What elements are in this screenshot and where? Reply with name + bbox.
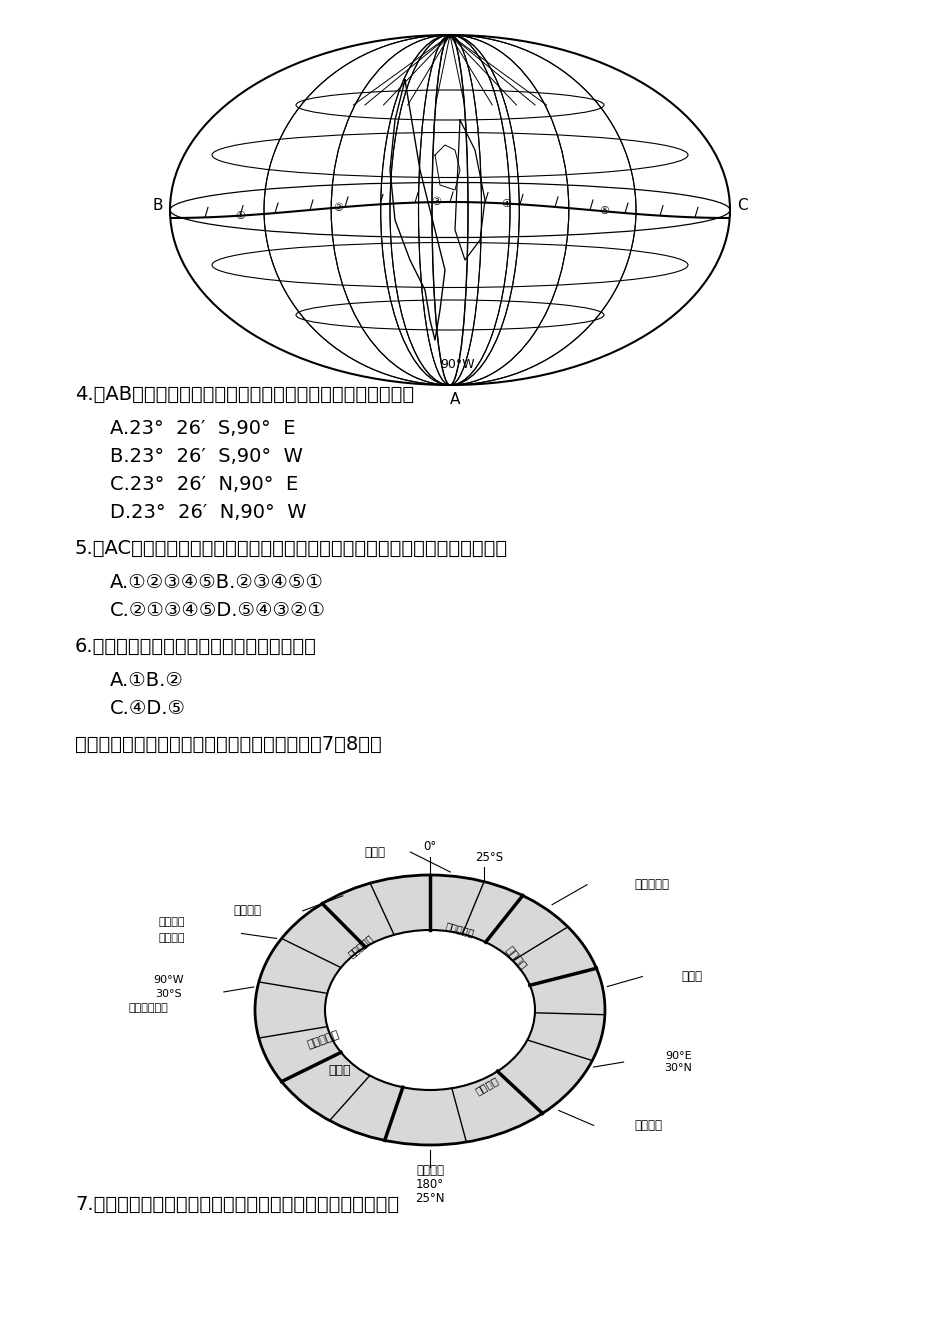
Text: 0°: 0°: [424, 840, 437, 853]
Text: 南美洲板块: 南美洲板块: [445, 921, 475, 938]
Text: 东非大裂谷: 东非大裂谷: [635, 878, 670, 891]
Text: A.23°  26′  S,90°  E: A.23° 26′ S,90° E: [110, 419, 295, 438]
Text: B.23°  26′  S,90°  W: B.23° 26′ S,90° W: [110, 448, 303, 466]
Ellipse shape: [255, 875, 605, 1145]
Text: 7.关于板块接触边界运动状况的叙述，正确的是（）（易错）: 7.关于板块接触边界运动状况的叙述，正确的是（）（易错）: [75, 1195, 399, 1214]
Text: ⑤: ⑤: [599, 206, 609, 216]
Text: B: B: [153, 198, 163, 212]
Text: 洋中脊: 洋中脊: [682, 970, 703, 982]
Text: 90°W: 90°W: [441, 359, 475, 371]
Text: A: A: [449, 392, 460, 407]
Text: 日本海沟: 日本海沟: [416, 1164, 444, 1176]
Text: 欧亚板块: 欧亚板块: [473, 1075, 501, 1097]
Text: 25°N: 25°N: [415, 1192, 445, 1204]
Text: 5.若AC表示晨线，则该时刻各卫星发射基地昼长时间由长到短排序正确的是（）: 5.若AC表示晨线，则该时刻各卫星发射基地昼长时间由长到短排序正确的是（）: [75, 539, 508, 558]
Text: 洋中脊: 洋中脊: [365, 845, 386, 859]
Text: 4.若AB表示晨线，则该时刻太阳直射点的位置是（）（常考）: 4.若AB表示晨线，则该时刻太阳直射点的位置是（）（常考）: [75, 384, 414, 405]
Text: C.②①③④⑤D.⑤④③②①: C.②①③④⑤D.⑤④③②①: [110, 601, 326, 620]
Text: D.23°  26′  N,90°  W: D.23° 26′ N,90° W: [110, 503, 307, 521]
Text: C.④D.⑤: C.④D.⑤: [110, 699, 186, 718]
Text: C: C: [736, 198, 748, 212]
Text: 南大西洋: 南大西洋: [234, 905, 262, 918]
Text: 90°W: 90°W: [154, 974, 184, 985]
Text: 6.下列卫星发射基地自转线速度最小的是（）: 6.下列卫星发射基地自转线速度最小的是（）: [75, 637, 317, 656]
Text: ④: ④: [501, 199, 511, 208]
Text: 90°E
30°N: 90°E 30°N: [665, 1051, 693, 1073]
Text: 太平洋: 太平洋: [329, 1063, 352, 1077]
Text: ①: ①: [235, 211, 245, 220]
Text: 秘鲁海沟: 秘鲁海沟: [159, 934, 185, 943]
Text: 青藏高原: 青藏高原: [635, 1120, 663, 1132]
Text: 太平洋板块: 太平洋板块: [306, 1030, 340, 1051]
Text: ②: ②: [333, 203, 343, 212]
Text: 180°: 180°: [416, 1179, 444, 1192]
Text: C.23°  26′  N,90°  E: C.23° 26′ N,90° E: [110, 474, 298, 495]
Text: 30°S: 30°S: [156, 989, 182, 999]
Text: 下图为世界主要板块接触关系示意图。读图完成7～8题。: 下图为世界主要板块接触关系示意图。读图完成7～8题。: [75, 735, 382, 754]
Text: ③: ③: [431, 198, 441, 207]
Text: A.①②③④⑤B.②③④⑤①: A.①②③④⑤B.②③④⑤①: [110, 573, 324, 591]
Text: 纳斯卡板块: 纳斯卡板块: [346, 933, 374, 960]
Text: 安第斯山: 安第斯山: [159, 918, 185, 927]
Text: 东太平洋隆起: 东太平洋隆起: [129, 1003, 169, 1013]
Text: 非洲板块: 非洲板块: [504, 945, 527, 972]
Ellipse shape: [325, 930, 535, 1090]
Text: A.①B.②: A.①B.②: [110, 671, 184, 689]
Text: 25°S: 25°S: [475, 851, 504, 864]
